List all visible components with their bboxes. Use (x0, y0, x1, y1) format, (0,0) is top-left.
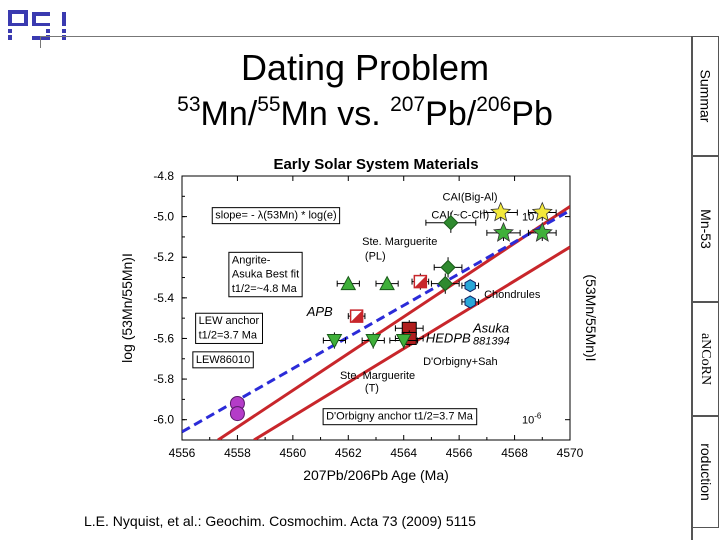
ste-marguerite-pl-label2: (PL) (365, 250, 386, 262)
angrite-callout-box (228, 251, 303, 298)
y-tick-label: -4.8 (153, 169, 174, 183)
cai-big-al-label: CAI(Big-Al) (443, 191, 498, 203)
apb-label: APB (306, 304, 333, 319)
y-tick-label: -5.8 (153, 372, 174, 386)
y-tick-label: -5.4 (153, 291, 174, 305)
chondrules-label: Chondrules (484, 289, 541, 301)
x-tick-label: 4562 (335, 446, 362, 460)
tab-summary[interactable]: Summar (693, 36, 719, 156)
star-right-yellow (531, 201, 553, 222)
y-tick-label: -5.0 (153, 210, 174, 224)
chondrule-diamond-3 (437, 275, 453, 292)
ste-marguerite-t-2 (365, 333, 382, 349)
dorbigny-anchor-callout-box (322, 408, 478, 426)
half-life-48-label: t1/2=~4.8 Ma (232, 283, 298, 295)
y-axis-label: log (53Mn/55Mn)I (119, 253, 135, 363)
right-tick-label: 10-6 (522, 412, 542, 427)
chart-svg: Early Solar System Materials 4556 4558 4560… (110, 150, 612, 494)
slope-label: slope= - λ(53Mn) * log(e) (215, 210, 336, 222)
ste-marguerite-pl-b (379, 275, 395, 291)
isotope-mass-206: 206 (476, 93, 512, 116)
frame-left-line (40, 36, 41, 48)
tab-mn53[interactable]: Mn-53 (693, 156, 719, 302)
cai-c-ch-label: CAI(~C-Ch) (431, 210, 489, 222)
x-tick-label: 4556 (169, 446, 196, 460)
tab-ancorn[interactable]: aNCoRN (693, 302, 719, 416)
asuka-id-label: 881394 (473, 336, 510, 348)
chondrule-hex-2 (464, 295, 476, 309)
ste-marguerite-t-label: Ste. Marguerite (340, 370, 415, 382)
y-tick-label: -6.0 (153, 413, 174, 427)
lew86010-circle-2 (229, 406, 245, 422)
x-tick-label: 4558 (224, 446, 251, 460)
ste-marguerite-t-1 (326, 333, 343, 349)
tab-mn53-label: Mn-53 (697, 209, 714, 249)
ste-marguerite-t-label2: (T) (365, 382, 379, 394)
frame-right-line (691, 36, 693, 540)
cai-big-al-star (490, 201, 512, 222)
isotope-mass-55: 55 (257, 93, 281, 116)
lew-anchor-callout-box (195, 312, 263, 344)
x-tick-label: 4566 (446, 446, 473, 460)
chondrule-hex-1 (464, 279, 476, 293)
chart-figure: Early Solar System Materials 4556 4558 4560… (110, 150, 612, 494)
asuka-fit-label: Asuka Best fit (232, 269, 299, 281)
tab-summary-label: Summar (697, 69, 714, 123)
citation: L.E. Nyquist, et al.: Geochim. Cosmochim… (84, 513, 476, 529)
ste-marguerite-pl (340, 275, 357, 291)
element-mn-2: Mn vs. (280, 95, 391, 133)
angrite-label: Angrite- (232, 254, 271, 266)
tab-introduction-label: roduction (697, 443, 714, 501)
chondrule-diamond-2 (440, 259, 456, 276)
element-mn-1: Mn/ (200, 95, 258, 133)
tab-introduction[interactable]: roduction (693, 416, 719, 528)
y-tick-label: -5.6 (153, 331, 174, 345)
star-right-green (531, 221, 553, 242)
slide-subtitle: 53Mn/55Mn vs. 207Pb/206Pb (0, 94, 720, 134)
right-axis-label: (53Mn/55Mn)I (583, 274, 599, 361)
x-tick-label: 4564 (390, 446, 417, 460)
dorbigny-anchor-label: D'Orbigny anchor t1/2=3.7 Ma (326, 411, 474, 423)
chondrule-diamond-1 (443, 215, 459, 231)
lew-anchor-label: LEW anchor (199, 315, 260, 327)
ste-marguerite-pl-label: Ste. Marguerite (362, 236, 437, 248)
slide-title: Dating Problem (240, 47, 490, 88)
x-axis-label: 207Pb/206Pb Age (Ma) (303, 467, 449, 483)
x-tick-label: 4568 (501, 446, 528, 460)
isotope-mass-53: 53 (177, 93, 201, 116)
x-tick-label: 4570 (557, 446, 584, 460)
isotope-mass-207: 207 (390, 93, 426, 116)
lew86010-label: LEW86010 (196, 354, 250, 366)
frame-top-line (40, 36, 692, 37)
slope-callout-box (211, 207, 341, 225)
dorbigny-triangle (395, 333, 412, 349)
chart-title: Early Solar System Materials (273, 156, 478, 173)
asuka-label: Asuka (472, 320, 509, 335)
section-tabs: Summar Mn-53 aNCoRN roduction (693, 36, 720, 540)
half-life-37-label: t1/2=3.7 Ma (199, 329, 258, 341)
apb-half-square (350, 310, 363, 323)
dorbigny-sah-label: D'Orbigny+Sah (423, 356, 498, 368)
lew86010-callout-box (192, 351, 254, 369)
hedpb-label: HEDPB (426, 331, 471, 346)
fit-line-blue-dashed (182, 209, 570, 434)
element-pb-2: Pb (511, 95, 553, 133)
y-tick-label: -5.2 (153, 250, 174, 264)
tab-ancorn-label: aNCoRN (698, 332, 714, 386)
x-tick-label: 4560 (280, 446, 307, 460)
cai-c-ch-star (493, 221, 514, 242)
angrite-half-square (414, 275, 427, 288)
element-pb-1: Pb/ (425, 95, 477, 133)
psi-logo (6, 10, 76, 40)
